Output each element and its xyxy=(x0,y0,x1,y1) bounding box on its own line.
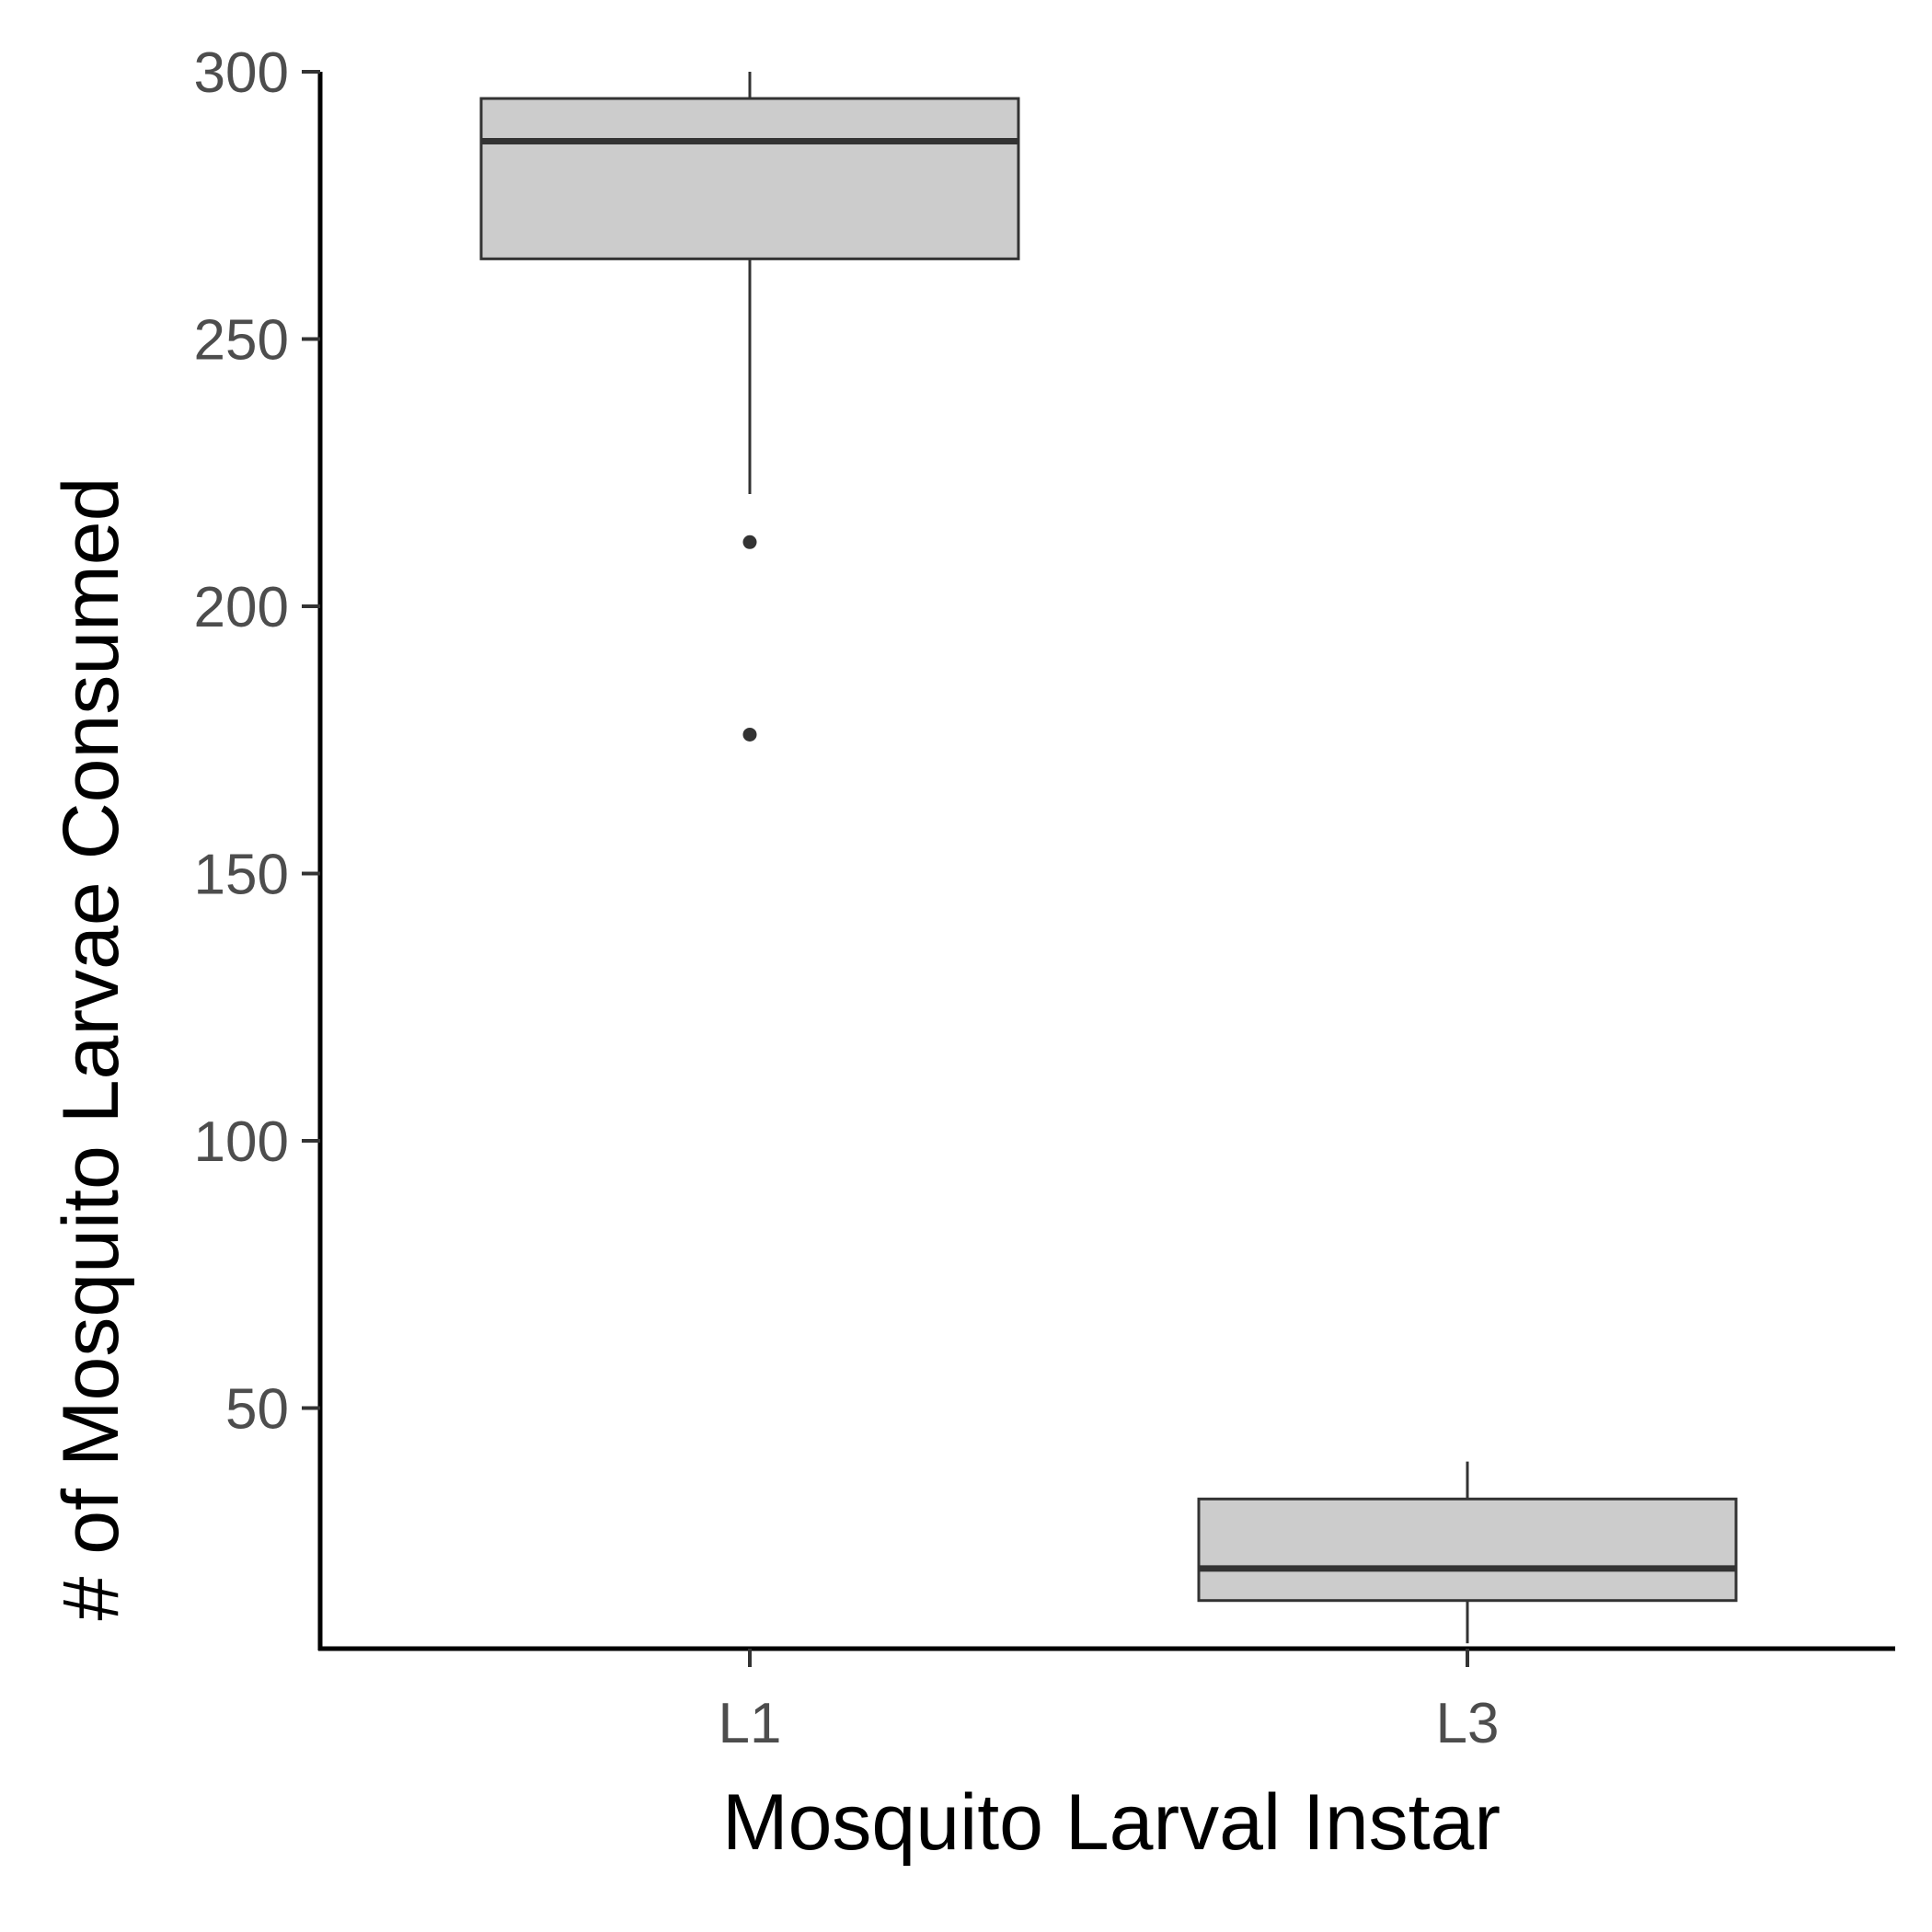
box-group-l1 xyxy=(479,72,1020,742)
y-tick-label-150: 150 xyxy=(194,844,289,907)
box-group-l3 xyxy=(1197,1461,1738,1644)
x-axis-title: Mosquito Larval Instar xyxy=(722,1778,1501,1867)
y-tick-label-50: 50 xyxy=(225,1378,289,1442)
y-tick-label-200: 200 xyxy=(194,576,289,639)
ticks-layer: 50 100 150 200 250 300 L1 L3 xyxy=(194,41,1500,1755)
y-tick-label-100: 100 xyxy=(194,1110,289,1174)
y-axis-title: # of Mosquito Larvae Consumed xyxy=(47,477,135,1621)
box-iqr-l1 xyxy=(479,97,1020,260)
y-tick-label-250: 250 xyxy=(194,309,289,373)
outlier-point-l1-2 xyxy=(742,727,757,742)
axes-layer xyxy=(317,72,1895,1651)
box-iqr-l3 xyxy=(1197,1497,1738,1603)
outlier-point-l1-1 xyxy=(742,535,757,549)
y-tick-label-300: 300 xyxy=(194,41,289,105)
x-tick-label-l3: L3 xyxy=(1436,1692,1500,1755)
boxes-layer xyxy=(479,72,1738,1644)
x-tick-label-l1: L1 xyxy=(719,1692,782,1755)
